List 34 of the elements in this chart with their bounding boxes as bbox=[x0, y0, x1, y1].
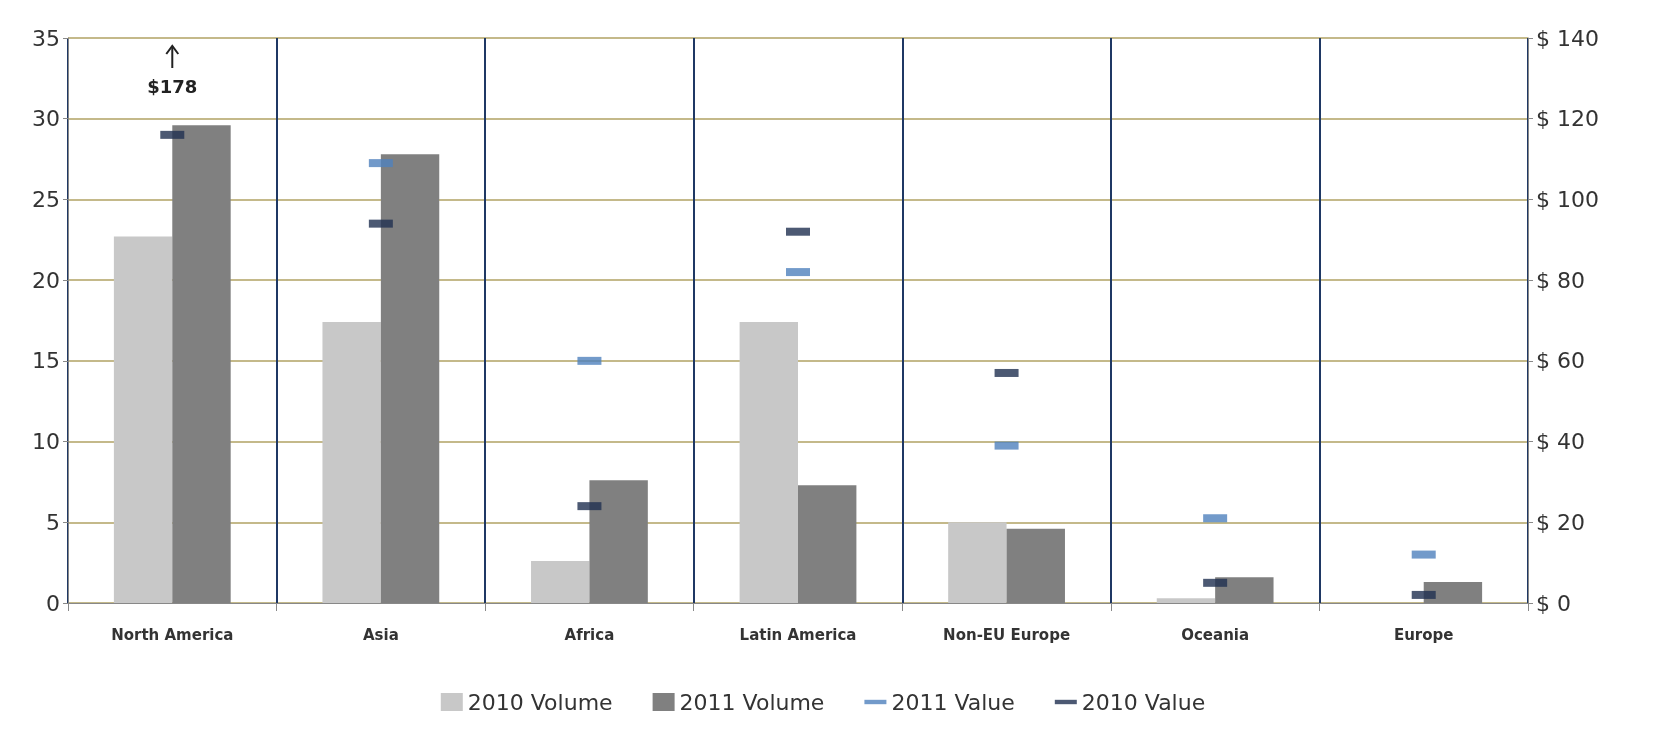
x-tick-label: North America bbox=[111, 625, 234, 644]
y2-tick-label: $ 20 bbox=[1536, 509, 1585, 535]
y-tick-label: 10 bbox=[32, 429, 60, 455]
y2-tick-label: $ 120 bbox=[1536, 106, 1599, 132]
y-tick-label: 20 bbox=[32, 267, 60, 293]
y2-tick-label: $ 80 bbox=[1536, 267, 1585, 293]
bar bbox=[113, 236, 173, 603]
bar bbox=[531, 561, 590, 603]
legend-label: 2011 Volume bbox=[679, 689, 825, 715]
y-tick-label: 25 bbox=[32, 186, 60, 212]
y2-tick-label: $ 0 bbox=[1536, 590, 1571, 616]
y-tick-label: 5 bbox=[46, 509, 60, 535]
y-tick-label: 0 bbox=[46, 590, 60, 616]
x-tick-label: Latin America bbox=[739, 625, 857, 644]
y-tick-label: 15 bbox=[32, 348, 60, 374]
annotation: $178 bbox=[147, 75, 198, 97]
bar bbox=[739, 322, 798, 603]
y2-tick-label: $ 40 bbox=[1536, 429, 1585, 455]
bar bbox=[948, 522, 1007, 603]
bar bbox=[1156, 598, 1216, 603]
x-tick-label: Europe bbox=[1393, 625, 1454, 644]
y2-tick-label: $ 140 bbox=[1536, 25, 1599, 51]
x-tick-label: Asia bbox=[362, 625, 399, 644]
legend-label: 2010 Value bbox=[1081, 689, 1206, 715]
legend-label: 2010 Volume bbox=[467, 689, 613, 715]
y-tick-label: 30 bbox=[32, 106, 60, 132]
y2-tick-label: $ 60 bbox=[1536, 348, 1585, 374]
y-tick-label: 35 bbox=[32, 25, 60, 51]
x-tick-label: Africa bbox=[564, 625, 615, 644]
bar bbox=[322, 322, 381, 603]
legend-label: 2011 Value bbox=[891, 689, 1015, 715]
y2-tick-label: $ 100 bbox=[1536, 186, 1599, 212]
x-tick-label: Oceania bbox=[1181, 625, 1250, 644]
x-tick-label: Non-EU Europe bbox=[943, 625, 1071, 644]
